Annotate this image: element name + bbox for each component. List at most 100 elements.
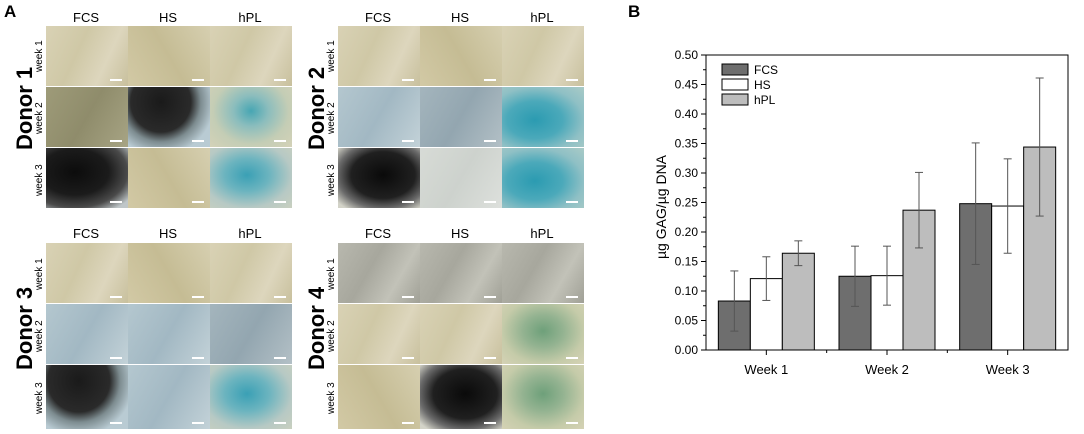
y-tick-label: 0.35 bbox=[675, 137, 699, 151]
col-label-fcs: FCS bbox=[365, 226, 391, 241]
bar-hpl-week-3 bbox=[1023, 146, 1057, 351]
bar-hs-week-1 bbox=[749, 278, 783, 351]
week-3-label: week 3 bbox=[326, 382, 337, 414]
micrograph-tile bbox=[128, 148, 210, 208]
col-label-hs: HS bbox=[450, 226, 470, 241]
legend-label-fcs: FCS bbox=[754, 63, 778, 77]
scale-bar bbox=[566, 296, 578, 298]
bar-fcs-week-2 bbox=[838, 275, 872, 351]
micrograph-tile bbox=[46, 243, 128, 303]
micrograph-tile bbox=[338, 26, 420, 86]
micrograph-tile bbox=[210, 87, 292, 147]
y-axis-label: µg GAG/µg DNA bbox=[653, 154, 669, 259]
col-label-hs: HS bbox=[158, 10, 178, 25]
scale-bar bbox=[110, 79, 122, 81]
micrograph-tile bbox=[128, 365, 210, 429]
y-tick-label: 0.45 bbox=[675, 78, 699, 92]
bar-hpl-week-2 bbox=[902, 209, 936, 351]
micrograph-tile bbox=[46, 87, 128, 147]
scale-bar bbox=[402, 422, 414, 424]
week-2-label: week 2 bbox=[326, 102, 337, 134]
legend-swatch-fcs bbox=[721, 63, 749, 76]
scale-bar bbox=[402, 296, 414, 298]
micrograph-tile bbox=[128, 304, 210, 364]
week-2-label: week 2 bbox=[34, 102, 45, 134]
bar-hpl-week-1 bbox=[781, 252, 815, 351]
y-tick-label: 0.50 bbox=[675, 48, 699, 62]
micrograph-tile bbox=[420, 243, 502, 303]
scale-bar bbox=[274, 79, 286, 81]
scale-bar bbox=[402, 357, 414, 359]
legend-swatch-hs bbox=[721, 78, 749, 91]
micrograph-tile bbox=[46, 304, 128, 364]
col-label-hpl: hPL bbox=[530, 226, 554, 241]
scale-bar bbox=[110, 422, 122, 424]
micrograph-tile bbox=[338, 243, 420, 303]
y-tick-label: 0.40 bbox=[675, 107, 699, 121]
y-tick-label: 0.15 bbox=[675, 255, 699, 269]
y-tick-label: 0.25 bbox=[675, 196, 699, 210]
panel-b-letter: B bbox=[628, 2, 641, 21]
col-label-fcs: FCS bbox=[73, 226, 99, 241]
col-label-hpl: hPL bbox=[238, 226, 262, 241]
micrograph-tile bbox=[420, 87, 502, 147]
scale-bar bbox=[484, 201, 496, 203]
micrograph-tile bbox=[338, 304, 420, 364]
micrograph-tile bbox=[210, 243, 292, 303]
bar-fcs-week-3 bbox=[959, 203, 993, 351]
micrograph-tile bbox=[502, 87, 584, 147]
scale-bar bbox=[192, 422, 204, 424]
y-tick-label: 0.00 bbox=[675, 343, 699, 357]
week-2-label: week 2 bbox=[326, 320, 337, 352]
panel-a-letter: A bbox=[4, 2, 17, 21]
y-tick-label: 0.10 bbox=[675, 284, 699, 298]
scale-bar bbox=[192, 79, 204, 81]
y-tick-label: 0.20 bbox=[675, 225, 699, 239]
scale-bar bbox=[110, 140, 122, 142]
scale-bar bbox=[274, 357, 286, 359]
week-3-label: week 3 bbox=[326, 164, 337, 196]
micrograph-tile bbox=[502, 365, 584, 429]
x-tick-label: Week 2 bbox=[865, 362, 909, 377]
scale-bar bbox=[566, 79, 578, 81]
scale-bar bbox=[566, 422, 578, 424]
micrograph-tile bbox=[46, 148, 128, 208]
micrograph-tile bbox=[338, 148, 420, 208]
scale-bar bbox=[402, 201, 414, 203]
micrograph-tile bbox=[210, 304, 292, 364]
week-1-label: week 1 bbox=[34, 258, 45, 290]
micrograph-tile bbox=[210, 365, 292, 429]
y-tick-label: 0.05 bbox=[675, 314, 699, 328]
scale-bar bbox=[484, 422, 496, 424]
x-tick-label: Week 3 bbox=[986, 362, 1030, 377]
scale-bar bbox=[192, 140, 204, 142]
scale-bar bbox=[192, 296, 204, 298]
scale-bar bbox=[274, 201, 286, 203]
micrograph-tile bbox=[502, 304, 584, 364]
scale-bar bbox=[484, 296, 496, 298]
micrograph-tile bbox=[502, 148, 584, 208]
scale-bar bbox=[566, 201, 578, 203]
week-2-label: week 2 bbox=[34, 320, 45, 352]
scale-bar bbox=[192, 357, 204, 359]
micrograph-tile bbox=[420, 26, 502, 86]
week-1-label: week 1 bbox=[326, 40, 337, 72]
week-1-label: week 1 bbox=[326, 258, 337, 290]
micrograph-tile bbox=[128, 26, 210, 86]
bar-hs-week-3 bbox=[991, 205, 1025, 351]
scale-bar bbox=[274, 140, 286, 142]
micrograph-tile bbox=[502, 243, 584, 303]
scale-bar bbox=[192, 201, 204, 203]
col-label-hpl: hPL bbox=[530, 10, 554, 25]
col-label-fcs: FCS bbox=[73, 10, 99, 25]
scale-bar bbox=[402, 79, 414, 81]
bar-hs-week-2 bbox=[870, 275, 904, 351]
plot-frame bbox=[705, 54, 1069, 351]
micrograph-tile bbox=[502, 26, 584, 86]
col-label-fcs: FCS bbox=[365, 10, 391, 25]
legend-swatch-hpl bbox=[721, 93, 749, 106]
scale-bar bbox=[484, 79, 496, 81]
scale-bar bbox=[566, 140, 578, 142]
col-label-hs: HS bbox=[158, 226, 178, 241]
week-3-label: week 3 bbox=[34, 164, 45, 196]
